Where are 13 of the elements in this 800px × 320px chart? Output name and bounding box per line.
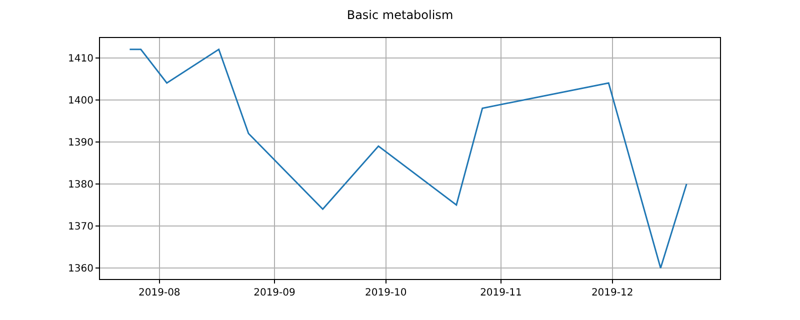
x-tick-label: 2019-12 xyxy=(591,288,634,298)
x-tick-label: 2019-11 xyxy=(480,288,522,298)
line-series xyxy=(128,48,688,269)
y-tick-label: 1410 xyxy=(68,53,94,64)
x-tick-label: 2019-08 xyxy=(138,288,180,298)
y-tick-label: 1380 xyxy=(68,179,94,190)
x-tick-label: 2019-09 xyxy=(254,288,296,298)
y-tick-label: 1370 xyxy=(68,222,94,233)
chart-title: Basic metabolism xyxy=(346,8,454,22)
x-tick-label: 2019-10 xyxy=(364,288,407,298)
y-tick-label: 1400 xyxy=(68,95,94,106)
y-tick-label: 1360 xyxy=(68,264,94,275)
y-tick-label: 1390 xyxy=(68,137,94,148)
